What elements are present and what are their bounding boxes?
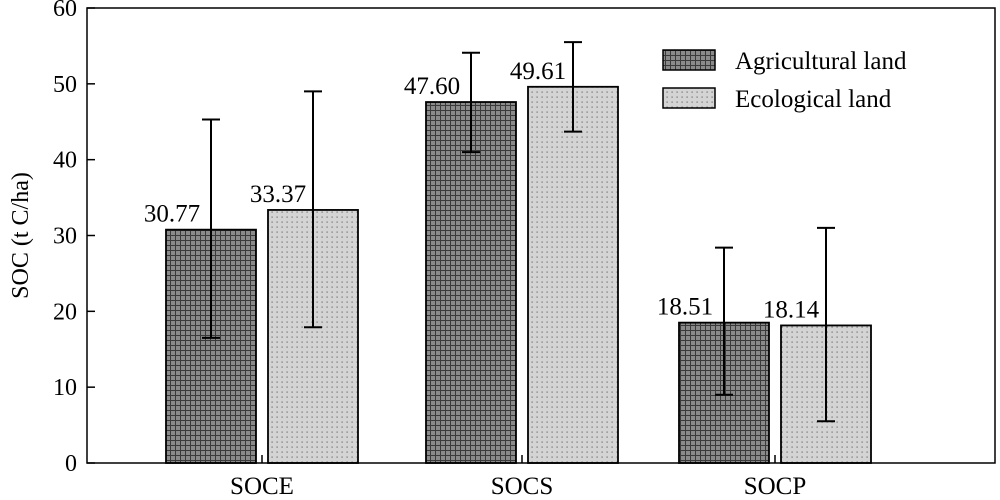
y-tick-label: 0: [65, 451, 77, 477]
data-label: 30.77: [144, 201, 200, 228]
x-category-label: SOCE: [230, 473, 294, 500]
legend-item: Ecological land: [662, 86, 892, 113]
legend-item: Agricultural land: [662, 48, 907, 75]
error-bars-group: [202, 41, 835, 423]
y-tick-label: 40: [53, 148, 77, 174]
y-tick-label: 60: [53, 0, 77, 22]
legend-label: Agricultural land: [735, 48, 907, 75]
error-bar: [462, 51, 480, 154]
error-bar: [564, 41, 582, 133]
data-label: 18.51: [657, 294, 713, 321]
y-tick-label: 30: [53, 224, 77, 250]
x-category-label: SOCP: [744, 473, 807, 500]
y-tick-label: 50: [53, 72, 77, 98]
y-tick-label: 20: [53, 299, 77, 325]
data-label: 33.37: [250, 181, 306, 208]
error-bar: [817, 226, 835, 423]
bar-ecological-land-socs: [527, 85, 619, 464]
legend-swatch: [662, 49, 716, 71]
error-bar: [715, 246, 733, 396]
bar-agricultural-land-socs: [425, 101, 517, 464]
error-bar: [304, 90, 322, 329]
legend-swatch: [662, 87, 716, 109]
error-bar: [202, 118, 220, 339]
data-label: 18.14: [763, 296, 820, 323]
data-label: 49.61: [510, 58, 566, 85]
legend-label: Ecological land: [735, 86, 892, 113]
y-tick-label: 10: [53, 375, 77, 401]
x-category-label: SOCS: [491, 473, 554, 500]
bars-group: [165, 85, 872, 464]
y-axis: 0 10 20 30 40 50 60: [53, 0, 95, 477]
y-axis-title: SOC (t C/ha): [8, 172, 34, 299]
data-label: 47.60: [404, 73, 460, 100]
legend: Agricultural land Ecological land: [662, 48, 907, 113]
data-labels-group: 30.77 33.37 47.60 49.61 18.51 18.14: [144, 58, 820, 324]
x-axis: SOCE SOCS SOCP: [230, 455, 806, 500]
